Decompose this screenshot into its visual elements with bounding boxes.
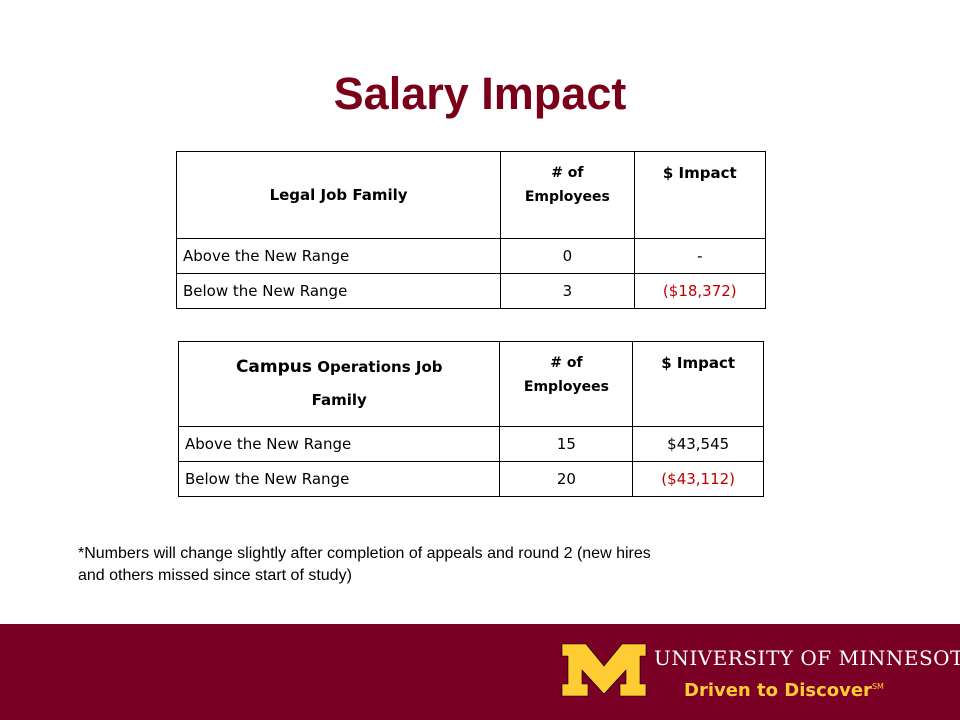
row-count: 15 [499, 426, 634, 462]
header-label-line1: Campus Operations Job [179, 351, 499, 384]
block-m-logo-icon [561, 643, 647, 697]
row-impact: - [633, 238, 767, 274]
header-legal-job-family: Legal Job Family [175, 151, 502, 239]
table-row: Below the New Range 3 ($18,372) [175, 273, 767, 309]
table-row: Below the New Range 20 ($43,112) [177, 461, 764, 497]
header-label-campus: Campus [235, 357, 313, 377]
table-header-row: Campus Operations Job Family # of Employ… [177, 341, 764, 427]
row-label: Below the New Range [175, 273, 502, 309]
table-header-row: Legal Job Family # of Employees $ Impact [175, 151, 767, 239]
header-label-text: Legal Job Family [269, 186, 408, 204]
header-count-line1: # of [551, 165, 584, 181]
row-count: 0 [500, 238, 635, 274]
header-dollar-impact: $ Impact [633, 151, 767, 239]
row-label: Below the New Range [177, 461, 501, 497]
table-row: Above the New Range 0 - [175, 238, 767, 274]
campus-operations-job-family-table: Campus Operations Job Family # of Employ… [177, 341, 764, 497]
footnote: *Numbers will change slightly after comp… [78, 543, 878, 587]
row-label: Above the New Range [177, 426, 501, 462]
legal-job-family-table: Legal Job Family # of Employees $ Impact… [175, 151, 767, 309]
row-count: 20 [499, 461, 634, 497]
header-label-operations: Operations Job [317, 358, 443, 376]
tagline: Driven to DiscoverSM [684, 675, 944, 703]
table-row: Above the New Range 15 $43,545 [177, 426, 764, 462]
row-count: 3 [500, 273, 635, 309]
footnote-line2: and others missed since start of study) [78, 567, 352, 584]
header-count-line1: # of [550, 355, 583, 371]
header-impact-text: $ Impact [661, 354, 736, 372]
row-label: Above the New Range [175, 238, 502, 274]
header-count-line2: Employees [524, 189, 610, 205]
header-dollar-impact: $ Impact [632, 341, 764, 427]
row-impact: $43,545 [632, 426, 764, 462]
tagline-text: Driven to Discover [684, 680, 872, 701]
slide-title: Salary Impact [333, 68, 627, 119]
header-employee-count: # of Employees [500, 151, 635, 239]
footnote-line1: *Numbers will change slightly after comp… [78, 545, 651, 562]
university-name: UNIVERSITY OF MINNESOTA [654, 646, 960, 670]
footer-banner [0, 624, 960, 720]
header-impact-text: $ Impact [662, 164, 737, 182]
row-impact: ($43,112) [632, 461, 764, 497]
header-label-line2: Family [311, 391, 367, 409]
header-campus-operations-job-family: Campus Operations Job Family [177, 341, 501, 427]
header-count-line2: Employees [523, 379, 609, 395]
row-impact: ($18,372) [633, 273, 767, 309]
header-employee-count: # of Employees [499, 341, 634, 427]
service-mark: SM [871, 682, 884, 691]
